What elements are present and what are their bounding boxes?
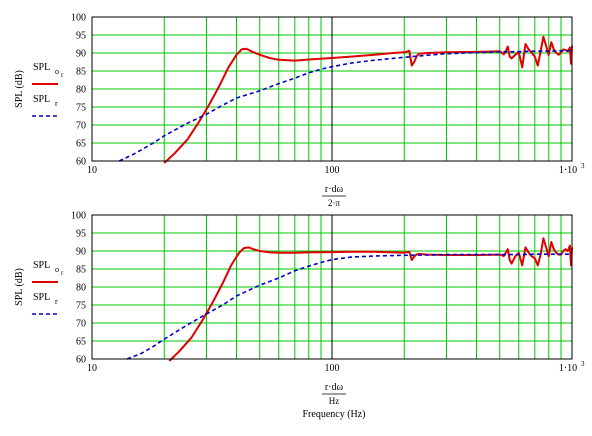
y-axis-label: SPL (dB) <box>14 70 25 108</box>
plot-frame <box>91 214 573 360</box>
legend-subscript: o <box>55 67 59 76</box>
y-tick-label: 100 <box>71 13 86 24</box>
plot-frame <box>91 16 573 162</box>
y-axis-label: SPL (dB) <box>14 268 25 306</box>
x-tick-label: 100 <box>325 363 340 374</box>
x-axis-label-denominator: 2·π <box>328 198 340 208</box>
legend-label: SPL <box>33 62 50 73</box>
x-tick-label: 10 <box>87 363 97 374</box>
chart-panel-1: 60 65 70 75 80 85 90 95 100 10 100 1·10 3 SPL (dB) r·d… <box>14 13 585 209</box>
chart-panel-2: 60 65 70 75 80 85 90 95 100 10 100 1·10 3 SPL (dB) r·d… <box>14 211 585 421</box>
legend-sub-subscript: r <box>61 269 64 277</box>
x-tick-label: 1·10 <box>559 363 577 374</box>
x-axis-label-denominator: Hz <box>329 396 340 406</box>
y-tick-label: 65 <box>76 139 86 150</box>
x-tick-exponent: 3 <box>581 360 585 368</box>
legend-label: SPL <box>33 292 50 303</box>
legend-label: SPL <box>33 260 50 271</box>
legend-subscript: o <box>55 265 59 274</box>
y-tick-label: 100 <box>71 211 86 222</box>
legend-label: SPL <box>33 94 50 105</box>
x-axis-label-numerator: r·dω <box>325 382 344 393</box>
y-tick-label: 95 <box>76 31 86 42</box>
legend-subscript: r <box>55 99 58 108</box>
y-tick-label: 60 <box>76 157 86 168</box>
y-tick-label: 90 <box>76 247 86 258</box>
y-tick-label: 85 <box>76 265 86 276</box>
y-tick-label: 70 <box>76 121 86 132</box>
y-tick-label: 60 <box>76 355 86 366</box>
y-tick-label: 65 <box>76 337 86 348</box>
y-tick-label: 80 <box>76 283 86 294</box>
y-tick-label: 85 <box>76 67 86 78</box>
y-tick-label: 70 <box>76 319 86 330</box>
legend-subscript: r <box>55 297 58 306</box>
series-line-spl-r <box>126 253 572 360</box>
y-tick-label: 90 <box>76 49 86 60</box>
y-tick-label: 80 <box>76 85 86 96</box>
x-axis-label-numerator: r·dω <box>325 184 344 195</box>
y-tick-label: 75 <box>76 103 86 114</box>
x-axis-title: Frequency (Hz) <box>302 409 365 420</box>
y-tick-label: 95 <box>76 229 86 240</box>
x-tick-exponent: 3 <box>581 162 585 170</box>
legend-sub-subscript: r <box>61 71 64 79</box>
x-tick-label: 1·10 <box>559 165 577 176</box>
y-tick-label: 75 <box>76 301 86 312</box>
x-tick-label: 100 <box>325 165 340 176</box>
series-line-spl-or <box>163 35 573 164</box>
x-tick-label: 10 <box>87 165 97 176</box>
